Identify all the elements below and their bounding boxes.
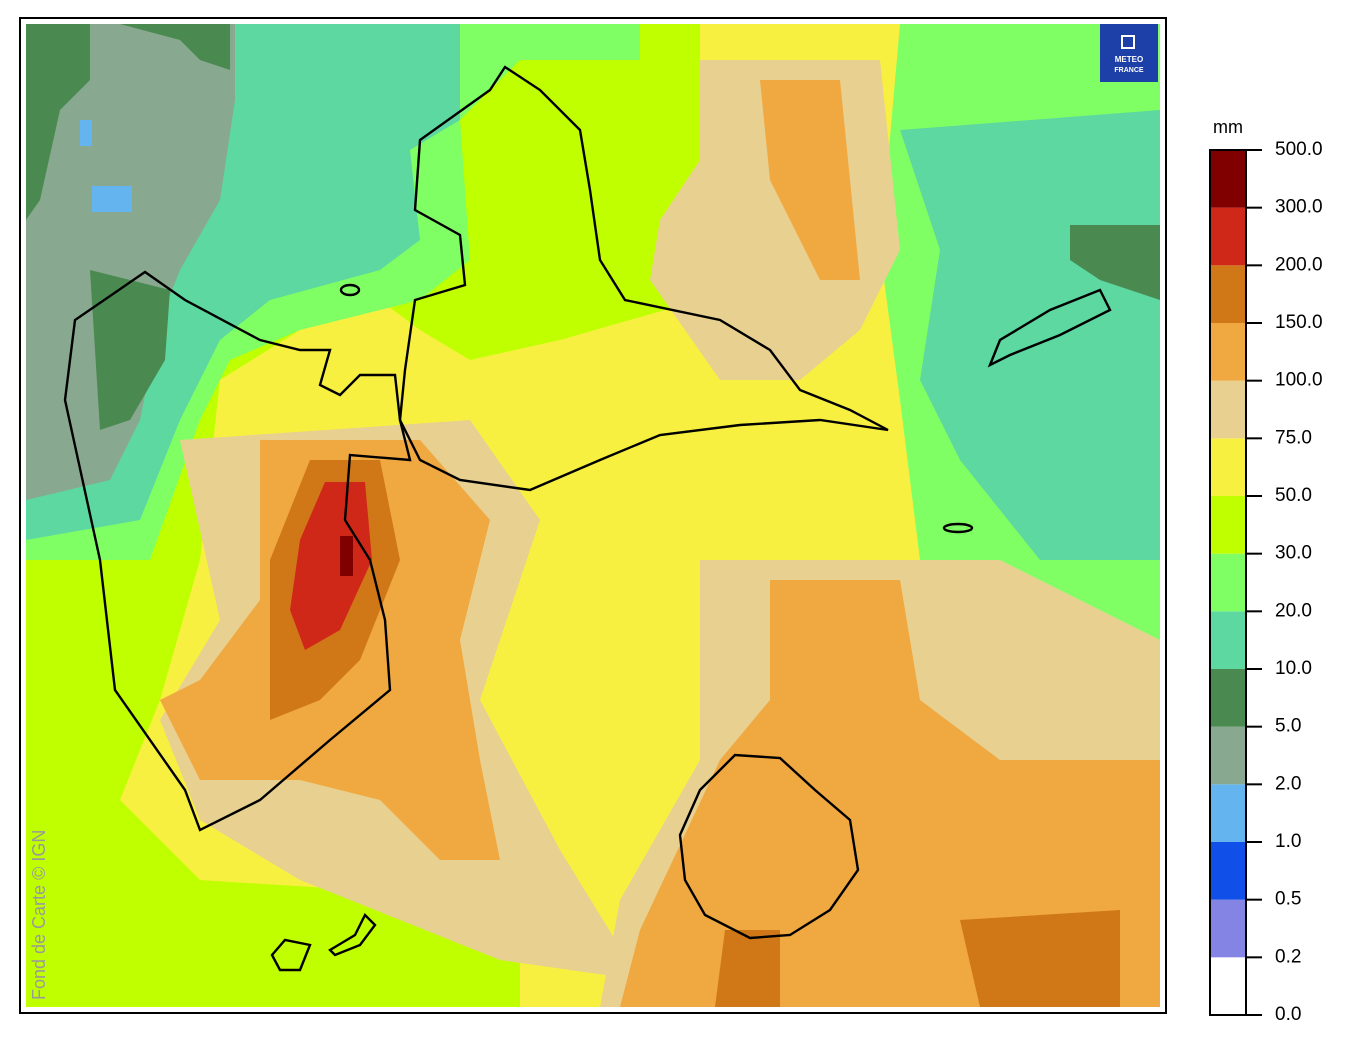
- legend-label: 5.0: [1275, 716, 1301, 737]
- legend-swatch: [1210, 726, 1246, 785]
- legend-label: 50.0: [1275, 485, 1312, 506]
- legend-label: 0.2: [1275, 946, 1301, 967]
- legend-swatch: [1210, 265, 1246, 323]
- legend-label: 20.0: [1275, 600, 1312, 621]
- logo-text: METEO: [1115, 55, 1143, 64]
- legend-swatch: [1210, 553, 1246, 612]
- rain-field: [26, 24, 1160, 1007]
- legend-unit: mm: [1213, 117, 1243, 137]
- legend-label: 300.0: [1275, 197, 1323, 218]
- legend-swatch: [1210, 899, 1246, 958]
- legend-label: 0.5: [1275, 889, 1301, 910]
- legend-swatch: [1210, 438, 1246, 496]
- legend-swatch: [1210, 150, 1246, 208]
- legend-swatch: [1210, 207, 1246, 266]
- legend-label: 100.0: [1275, 370, 1323, 391]
- legend-swatch: [1210, 323, 1246, 381]
- legend-label: 2.0: [1275, 773, 1301, 794]
- logo: [1100, 24, 1158, 82]
- legend-label: 75.0: [1275, 427, 1312, 448]
- legend-swatch: [1210, 496, 1246, 554]
- legend-swatch: [1210, 784, 1246, 842]
- legend-label: 500.0: [1275, 139, 1323, 160]
- legend-swatch: [1210, 611, 1246, 669]
- legend-swatch: [1210, 669, 1246, 727]
- logo-icon: [1121, 35, 1135, 49]
- legend-label: 0.0: [1275, 1004, 1301, 1025]
- credit: Fond de Carte © IGN: [29, 830, 49, 1000]
- legend-label: 1.0: [1275, 831, 1301, 852]
- legend-swatch: [1210, 380, 1246, 439]
- legend-frame: [1209, 149, 1247, 1016]
- legend-label: 10.0: [1275, 658, 1312, 679]
- legend-swatch: [1210, 957, 1246, 1015]
- legend-label: 150.0: [1275, 312, 1323, 333]
- logo-text: FRANCE: [1114, 67, 1143, 74]
- map-frame: [19, 17, 1167, 1014]
- coastlines: [63, 65, 1112, 972]
- legend-label: 30.0: [1275, 543, 1312, 564]
- legend: 0.0 0.2 0.5 1.0 2.0 5.0 10.0 20.0 30.0 50.0 75.0 10…: [1209, 139, 1323, 1025]
- legend-label: 200.0: [1275, 254, 1323, 275]
- legend-swatch: [1210, 842, 1246, 900]
